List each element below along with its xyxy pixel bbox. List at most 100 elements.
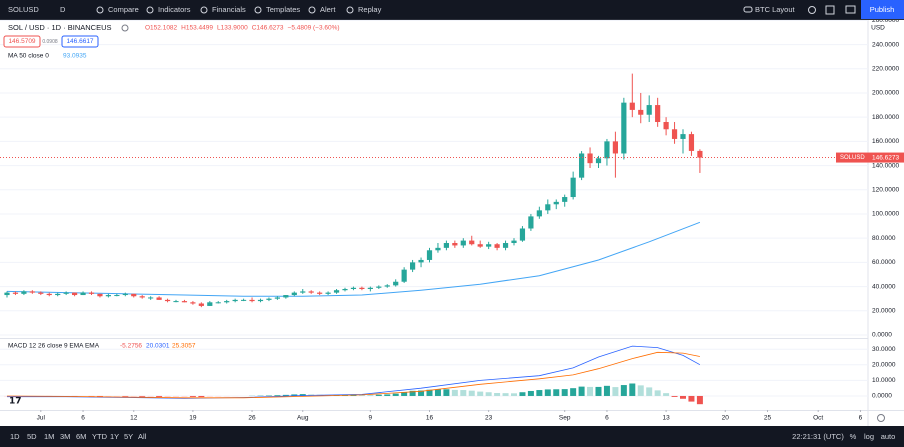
candle-body [359,287,365,289]
candle-body [283,295,289,298]
macd-legend: MACD 12 26 close 9 EMA EMA [8,343,100,350]
candle-body [300,291,306,293]
range-button[interactable]: 1M [44,432,54,441]
candle-body [460,240,466,246]
layout-name[interactable]: BTC Layout [755,5,796,14]
ask-price: 146.6617 [66,38,93,45]
macd-tick-label: 0.0000 [872,393,892,400]
candle-body [604,141,610,159]
x-tick-label: 19 [189,415,197,422]
macd-histogram-bar [637,385,644,396]
candle-body [443,243,449,248]
macd-histogram-bar [181,395,188,397]
candle-body [274,297,280,299]
macd-histogram-bar [561,389,568,396]
candle-body [46,293,52,296]
scale-option[interactable]: log [864,432,874,441]
candle-body [72,292,78,296]
range-button[interactable]: 1D [10,432,20,441]
candle-body [257,299,264,302]
candle-body [384,285,390,287]
x-tick-label: 6 [81,415,85,422]
y-tick-label: 20.0000 [872,307,896,314]
macd-histogram-bar [274,395,281,396]
candle-body [333,290,340,293]
ask-box[interactable] [61,35,99,48]
candle-body [646,105,652,115]
y-tick-label: 180.0000 [872,114,899,121]
toolbar-item[interactable]: Alert [320,5,336,14]
candle-body [671,129,678,139]
toolbar-item[interactable]: Replay [358,5,382,14]
range-button[interactable]: 5D [27,432,37,441]
candle-body [139,296,145,298]
candle-body [181,301,188,303]
range-button[interactable]: 1Y [110,432,119,441]
toolbar-icon [346,6,354,14]
toolbar-item[interactable]: Compare [108,5,139,14]
candle-body [688,134,695,151]
range-button[interactable]: 3M [60,432,70,441]
macd-hist-value: -5.2756 [120,343,142,350]
toolbar-icon [200,6,208,14]
macd-histogram-bar [426,389,433,396]
toolbar-item[interactable]: Indicators [158,5,191,14]
candle-body [655,105,661,123]
macd-histogram-bar [409,390,416,396]
candle-body [38,292,44,294]
macd-histogram-bar [696,395,703,405]
candle-body [55,293,61,296]
currency[interactable]: USD [871,25,885,32]
candle-body [190,302,196,304]
fullscreen-button[interactable] [825,5,835,15]
bid-box[interactable] [3,35,41,48]
settings-icon[interactable] [877,414,885,422]
toolbar-item[interactable]: Templates [266,5,300,14]
candle-body [266,298,272,300]
eye-icon[interactable] [121,24,129,32]
ohlc-value: L133.9000 [217,25,248,32]
candle-body [122,293,128,296]
symbol[interactable]: SOLUSD [8,5,39,14]
scale-option[interactable]: auto [881,432,896,441]
candle-body [629,102,635,110]
publish-button[interactable] [861,0,904,19]
candle-body [477,244,483,247]
macd-histogram-bar [494,393,501,396]
candle-body [579,153,585,178]
snapshot-button[interactable] [845,5,856,14]
change-value: −5.4809 (−3.60%) [288,25,340,32]
candle-body [114,295,120,297]
macd-histogram-bar [460,390,467,396]
range-button[interactable]: 6M [76,432,86,441]
interval[interactable]: D [60,5,66,14]
range-button[interactable]: 5Y [124,432,133,441]
macd-tick-label: 20.0000 [872,362,896,369]
macd-histogram-bar [603,385,610,396]
candle-body [88,292,95,294]
signal-line [6,351,700,399]
macd-histogram-bar [189,395,196,397]
candle-body [80,292,86,296]
publish-label[interactable]: Publish [870,5,895,14]
macd-tick-label: 30.0000 [872,346,896,353]
macd-histogram-bar [519,392,526,396]
candle-body [663,122,669,130]
candle-body [97,293,103,297]
range-button[interactable]: YTD [92,432,108,441]
candle-body [164,299,171,302]
macd-histogram-bar [578,386,585,396]
macd-histogram-bar [122,395,129,397]
toolbar-item[interactable]: Financials [212,5,246,14]
candle-body [4,292,10,296]
x-tick-label: 9 [369,415,373,422]
y-tick-label: 0.0000 [872,332,892,339]
range-button[interactable]: All [138,432,147,441]
candle-body [519,228,526,241]
macd-histogram-bar [688,395,695,402]
candle-body [553,201,559,205]
settings-button[interactable] [808,6,816,14]
scale-option[interactable]: % [850,432,857,441]
x-tick-label: Oct [813,415,823,422]
